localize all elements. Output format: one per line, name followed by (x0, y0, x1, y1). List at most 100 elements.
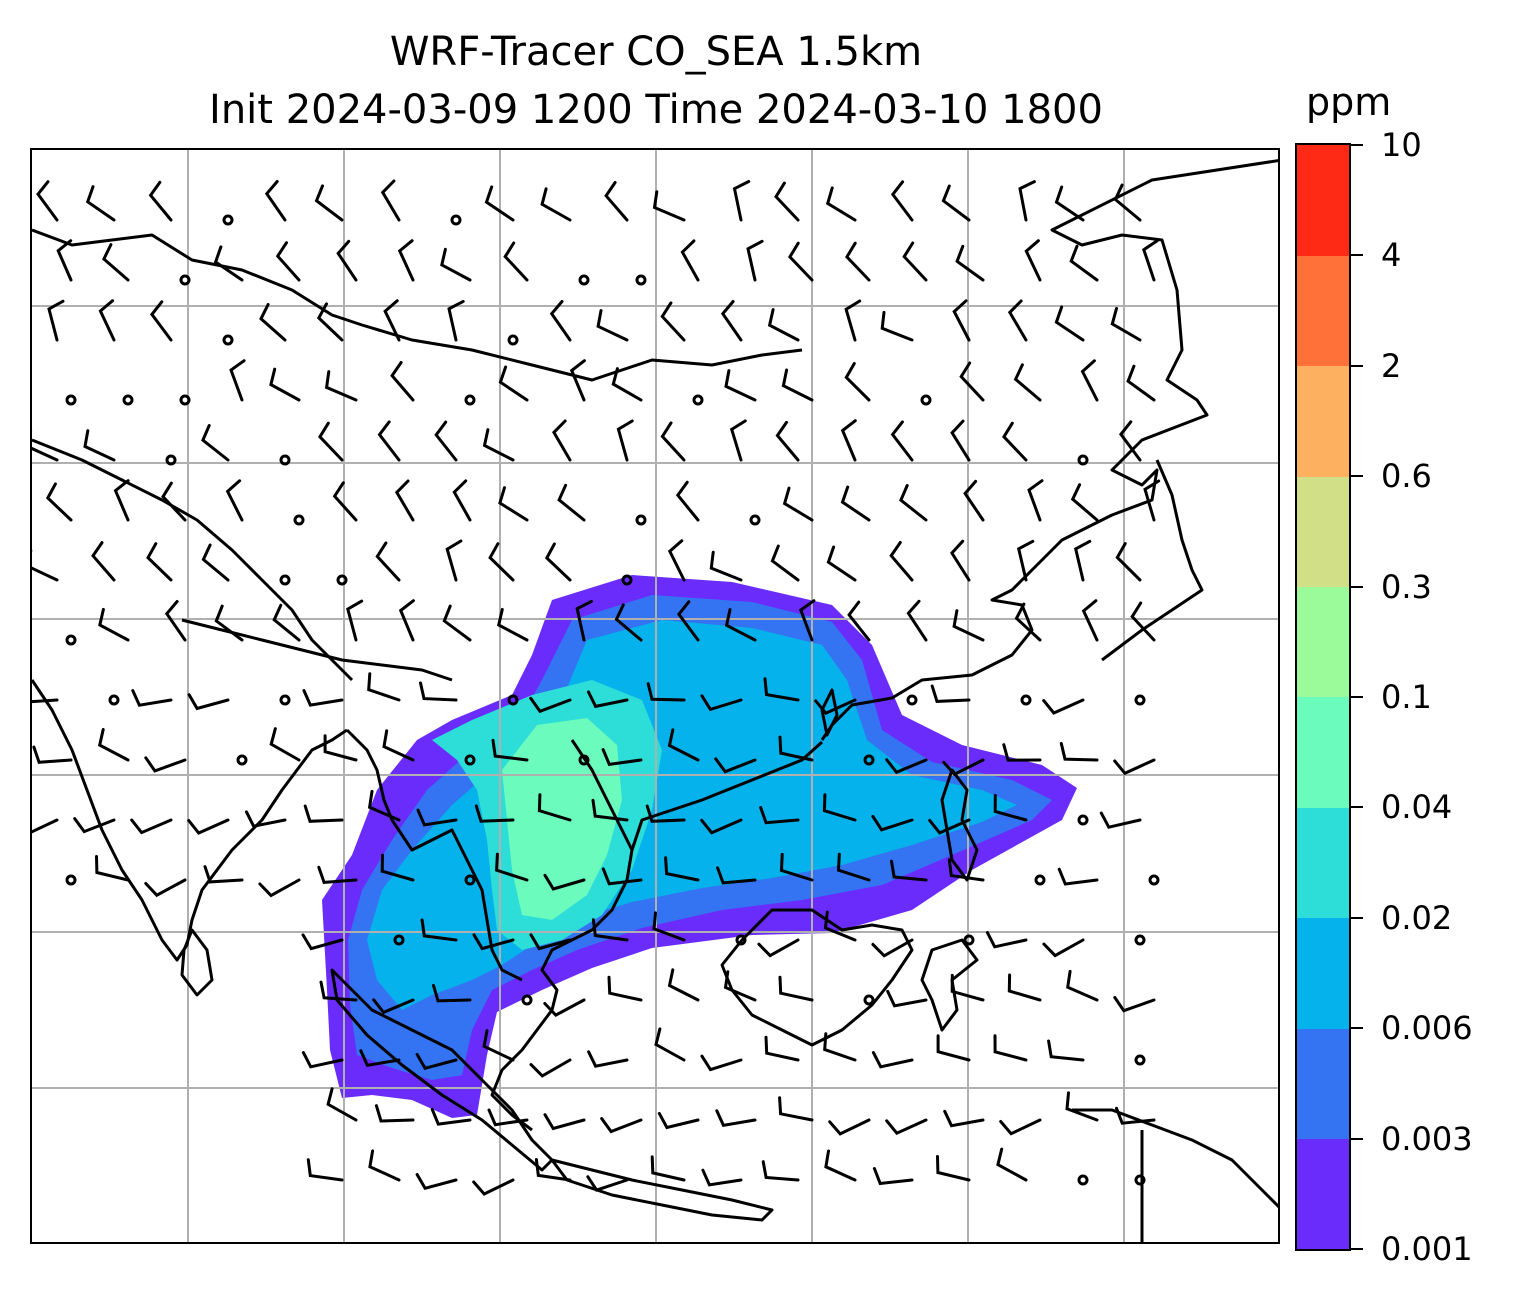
colorbar-tick-label: 4 (1381, 236, 1402, 275)
wind-barb (144, 756, 187, 773)
wind-barb (600, 1117, 643, 1134)
wind-barb (667, 728, 700, 762)
wind-barb (889, 541, 914, 582)
wind-barb (367, 672, 401, 702)
wind-barb (996, 1147, 1028, 1182)
wind-barb (823, 1032, 857, 1062)
wind-barb (415, 1052, 458, 1071)
colorbar-tick-label: 10 (1381, 126, 1422, 164)
wind-barb (601, 748, 643, 766)
colorbar-segment (1297, 807, 1349, 919)
gridlines (32, 150, 1278, 1242)
colorbar-tick (1351, 1027, 1363, 1030)
wind-barb (187, 693, 230, 711)
wind-barb (503, 241, 529, 282)
wind-barb (1016, 539, 1035, 582)
wind-barb (213, 245, 244, 282)
wind-barb (85, 185, 116, 222)
wind-barb (1113, 996, 1156, 1013)
wind-barb (440, 247, 472, 282)
wind-barb (390, 361, 415, 402)
calm-wind-marker (179, 274, 191, 286)
wind-barb (1081, 599, 1099, 642)
wind-barb (484, 185, 515, 222)
wind-barb (482, 428, 515, 462)
wind-barb (487, 1108, 529, 1127)
calm-wind-marker (1034, 874, 1046, 886)
wind-barb (375, 541, 401, 582)
plot-title-line1: WRF-Tracer CO_SEA 1.5km (389, 29, 923, 75)
wind-barb (781, 368, 814, 402)
wind-barb (420, 918, 458, 942)
wind-barb (380, 853, 415, 882)
wind-barb (346, 599, 364, 642)
wind-barb (724, 369, 757, 402)
wind-barb (164, 600, 187, 642)
wind-barb (885, 1118, 928, 1136)
calm-wind-marker (464, 754, 476, 766)
wind-barb (432, 984, 472, 1003)
wind-barb (890, 859, 928, 882)
wind-barb (1047, 1039, 1085, 1062)
wind-barb (380, 179, 401, 222)
wind-barb (587, 1050, 629, 1068)
wind-barb (301, 933, 344, 951)
wind-barb (614, 603, 643, 642)
wind-barb (836, 852, 871, 882)
wind-barb (201, 424, 230, 462)
wind-barb (301, 1051, 344, 1069)
wind-barb (720, 300, 743, 342)
wind-barb (587, 690, 629, 709)
wind-barb (314, 184, 344, 222)
wind-barb (1054, 305, 1085, 342)
wind-barb (667, 539, 686, 582)
colorbar-tick (1351, 144, 1363, 146)
wind-barb (847, 600, 871, 642)
colorbar-unit-label: ppm (1306, 80, 1392, 124)
calm-wind-marker (749, 514, 761, 526)
wind-barb (543, 1113, 586, 1131)
wind-barb (788, 241, 814, 282)
wind-barb (367, 789, 401, 822)
calm-wind-marker (236, 754, 248, 766)
wind-barb (779, 852, 814, 882)
wind-barb (1115, 1106, 1156, 1125)
wind-barb (757, 938, 800, 958)
wind-barb (534, 1158, 572, 1182)
wind-barb (1007, 973, 1042, 1002)
mainland-border-2 (32, 438, 354, 682)
wind-barb (1142, 239, 1159, 282)
wind-barb (947, 858, 985, 882)
new-guinea (1072, 1108, 1278, 1209)
wind-barb (890, 180, 914, 222)
wind-barb (902, 241, 928, 282)
calm-wind-marker (279, 694, 291, 706)
calm-wind-marker (507, 694, 519, 706)
wind-barb (782, 486, 814, 522)
wind-barb (890, 420, 914, 462)
wind-barb (445, 539, 463, 582)
calm-wind-marker (521, 994, 533, 1006)
wind-barb (97, 728, 130, 762)
wind-barb (828, 1118, 871, 1136)
wind-barb (778, 735, 814, 762)
wind-barb (131, 689, 173, 707)
wind-barb (928, 818, 971, 835)
wind-barb (871, 938, 914, 958)
wind-barb (886, 989, 928, 1008)
colorbar-tick (1351, 806, 1363, 809)
wind-barb (102, 243, 130, 282)
calm-wind-marker (1134, 694, 1146, 706)
calm-wind-marker (621, 574, 633, 586)
calm-wind-marker (963, 934, 975, 946)
wind-barb (657, 1111, 700, 1130)
wind-barb (488, 542, 515, 582)
wind-barb (950, 973, 985, 1002)
wind-barb (1069, 244, 1099, 282)
calm-wind-marker (336, 574, 348, 586)
colorbar-tick-label: 0.3 (1381, 567, 1432, 606)
wind-barb (419, 681, 458, 702)
wind-barb (95, 855, 130, 882)
wind-barb (144, 878, 187, 898)
wind-barb (959, 361, 985, 402)
